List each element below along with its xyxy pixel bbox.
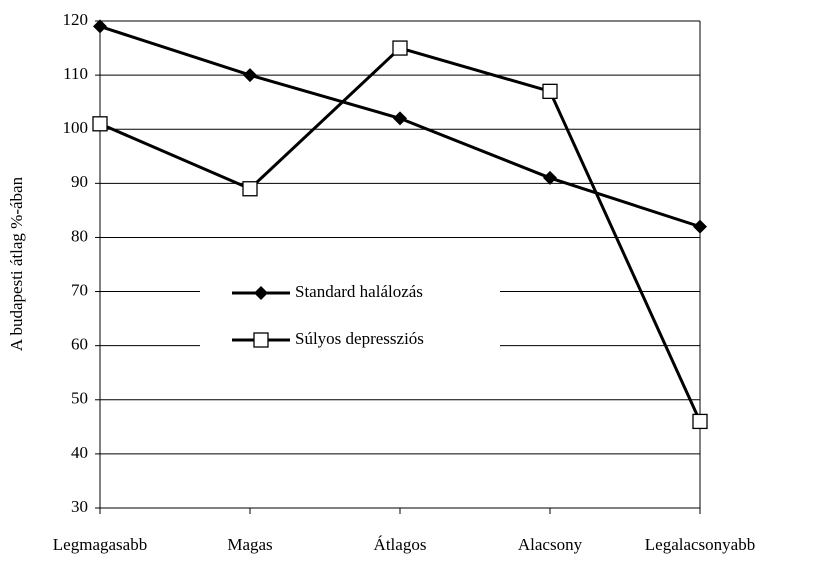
legend-label: Standard halálozás bbox=[295, 282, 423, 301]
y-tick-label: 80 bbox=[71, 226, 88, 245]
marker bbox=[543, 170, 557, 185]
marker bbox=[92, 116, 108, 132]
y-tick-label: 30 bbox=[71, 497, 88, 516]
marker bbox=[253, 332, 269, 348]
legend-label: Súlyos depressziós bbox=[295, 329, 424, 348]
marker bbox=[254, 286, 268, 300]
series-line bbox=[99, 46, 702, 423]
x-tick-label: Legalacsonyabb bbox=[645, 535, 755, 554]
y-tick-label: 60 bbox=[71, 335, 88, 354]
marker bbox=[542, 83, 558, 99]
x-tick-label: Átlagos bbox=[374, 535, 427, 554]
marker bbox=[242, 181, 258, 197]
y-tick-label: 90 bbox=[71, 172, 88, 191]
y-tick-label: 120 bbox=[63, 10, 89, 29]
marker bbox=[392, 40, 408, 56]
x-tick-label: Legmagasabb bbox=[53, 535, 147, 554]
x-tick-label: Magas bbox=[227, 535, 272, 554]
marker bbox=[243, 68, 257, 83]
y-tick-label: 110 bbox=[63, 64, 88, 83]
series-line bbox=[99, 24, 701, 229]
marker bbox=[692, 413, 708, 430]
y-tick-label: 70 bbox=[71, 280, 88, 299]
marker bbox=[393, 111, 407, 126]
y-tick-label: 40 bbox=[71, 443, 88, 462]
y-axis-label: A budapesti átlag %-ában bbox=[7, 176, 26, 351]
y-tick-label: 100 bbox=[63, 118, 89, 137]
x-tick-label: Alacsony bbox=[518, 535, 583, 554]
legend-box bbox=[200, 268, 500, 364]
marker bbox=[693, 219, 707, 234]
y-tick-label: 50 bbox=[71, 389, 88, 408]
marker bbox=[93, 19, 107, 34]
